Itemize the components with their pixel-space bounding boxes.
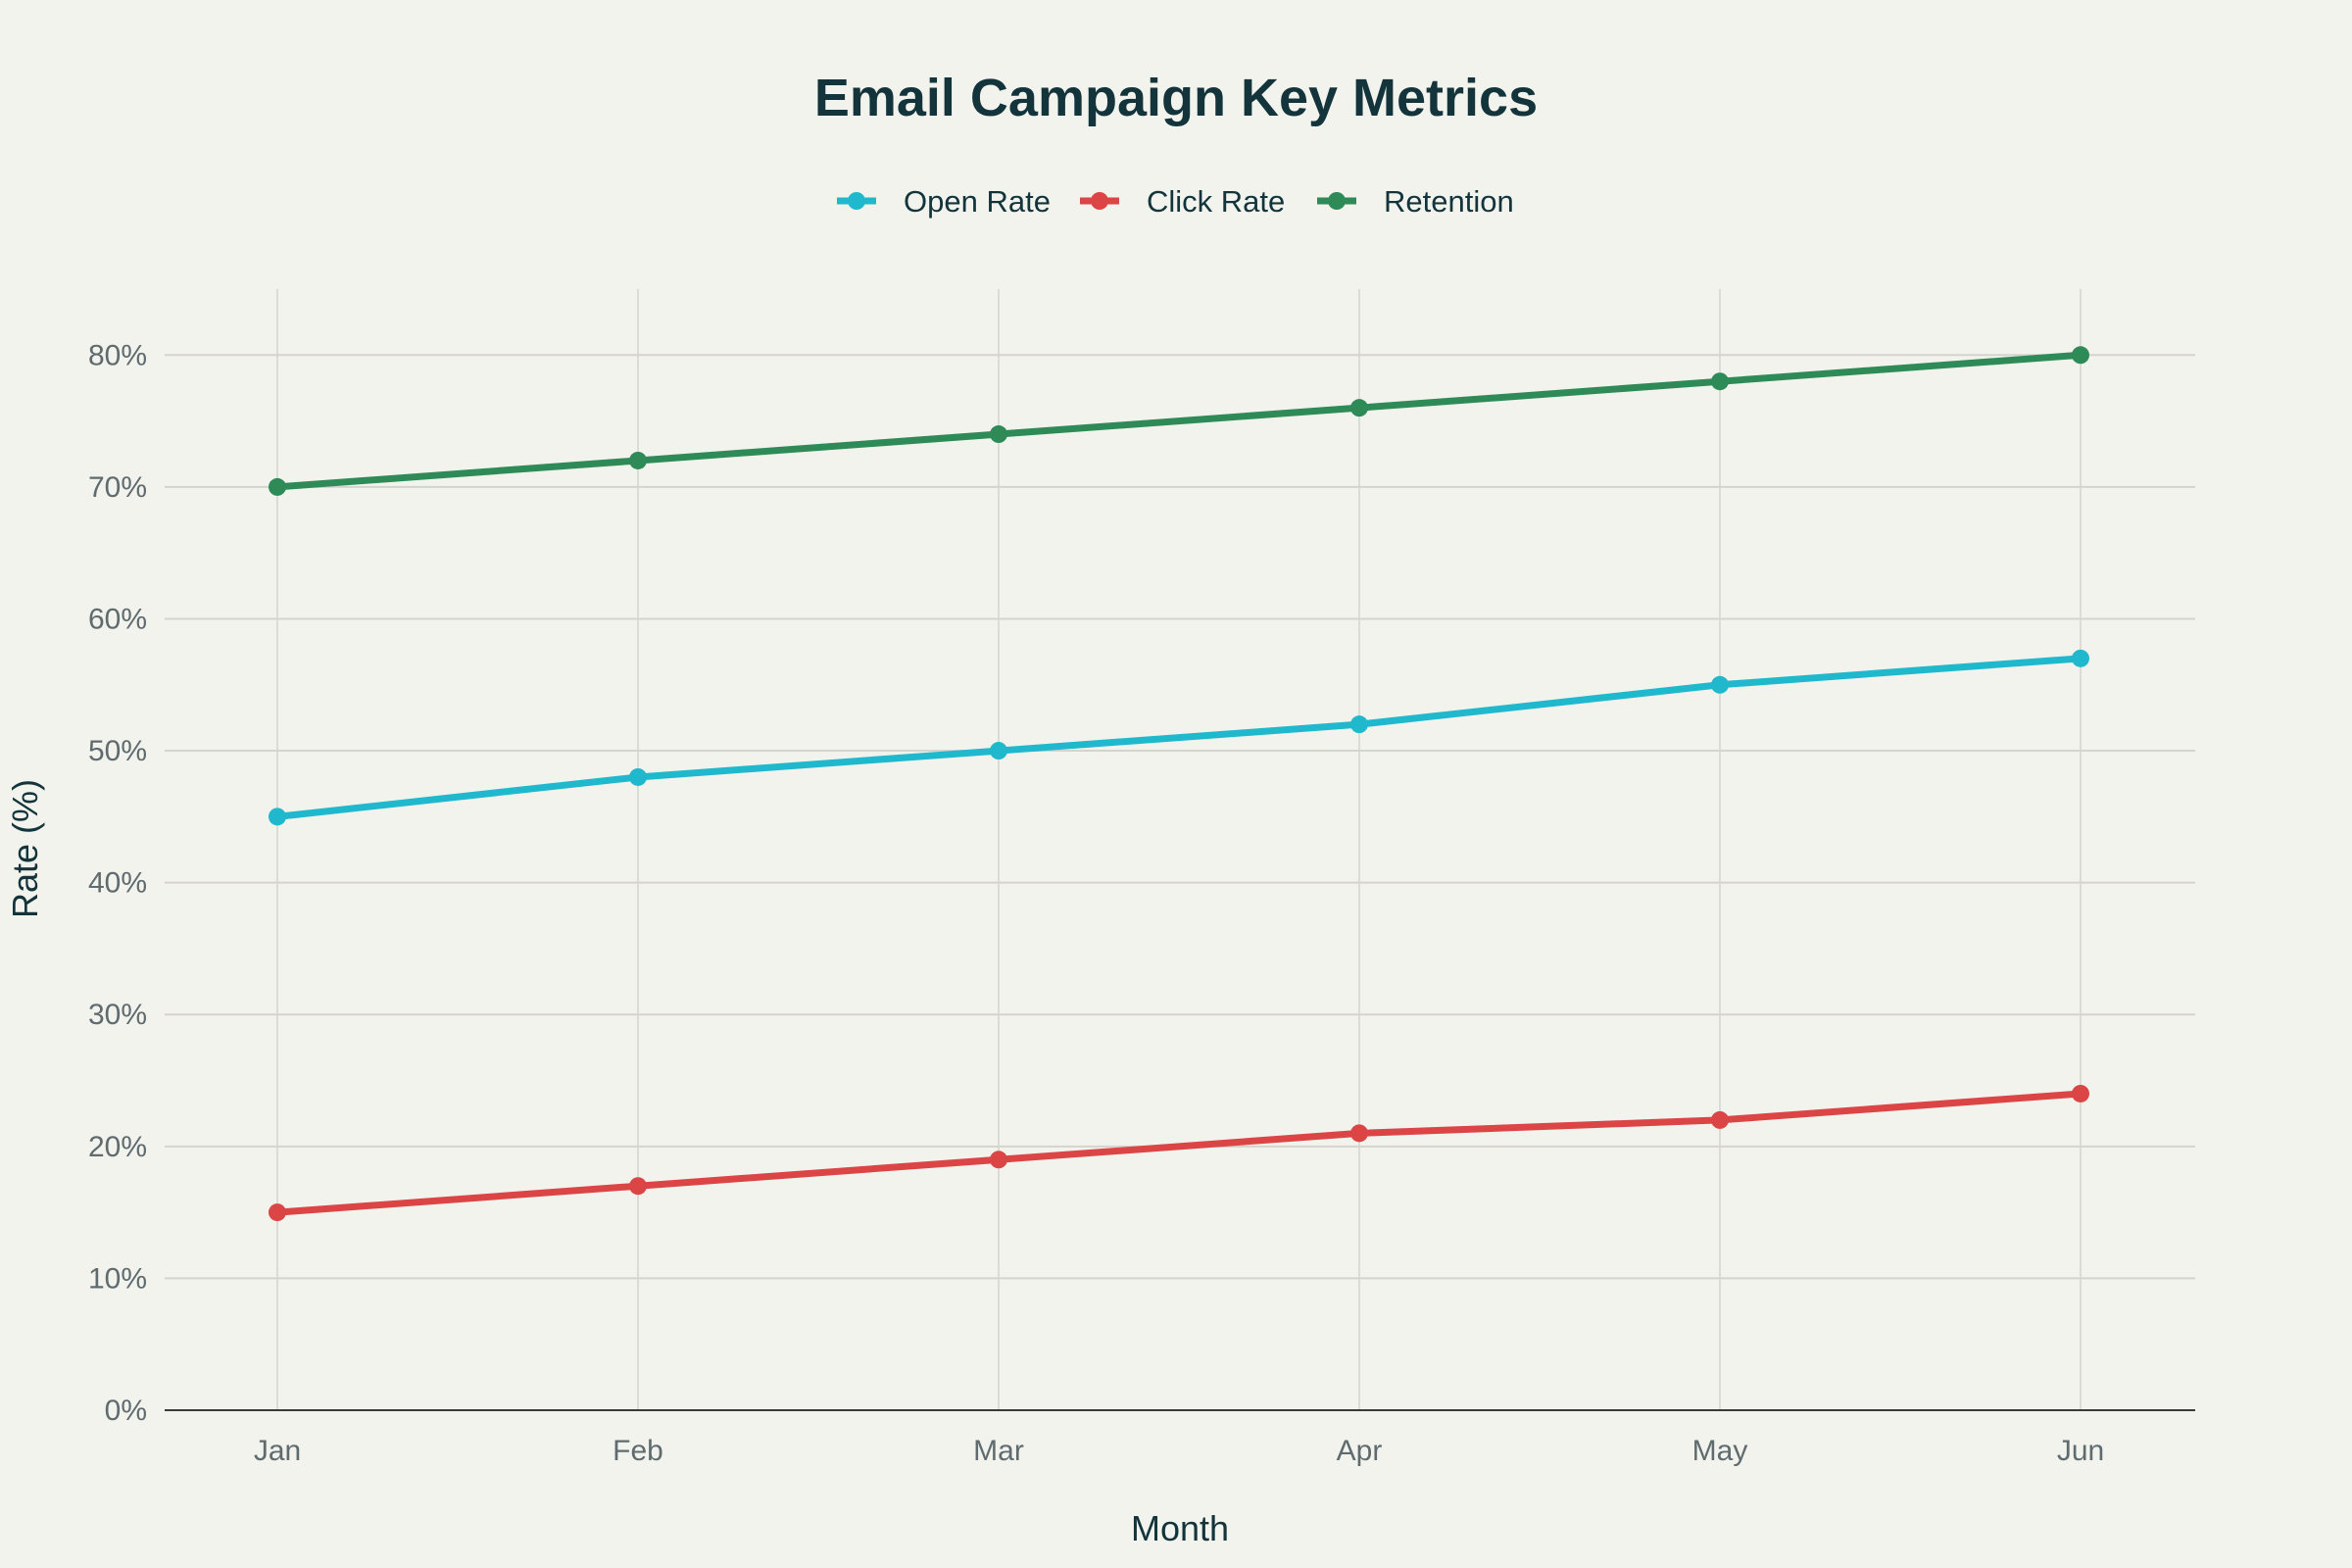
data-point bbox=[629, 1177, 647, 1196]
y-tick-label: 50% bbox=[88, 735, 147, 767]
data-point bbox=[990, 425, 1007, 444]
y-tick-label: 60% bbox=[88, 603, 147, 635]
y-axis-title: Rate (%) bbox=[5, 779, 45, 918]
series-group bbox=[269, 346, 2089, 1222]
series-line bbox=[276, 1090, 2082, 1216]
x-tick-label: Mar bbox=[973, 1435, 1024, 1467]
series-click-rate bbox=[269, 1084, 2089, 1222]
chart-title: Email Campaign Key Metrics bbox=[814, 69, 1538, 127]
legend-item: Open Rate bbox=[837, 184, 1051, 219]
series-line bbox=[276, 351, 2082, 491]
data-point bbox=[629, 767, 647, 786]
data-point bbox=[269, 477, 286, 496]
x-tick-label: Apr bbox=[1337, 1435, 1383, 1467]
legend-label: Retention bbox=[1384, 184, 1514, 219]
legend-label: Open Rate bbox=[904, 184, 1051, 219]
legend-label: Click Rate bbox=[1147, 184, 1285, 219]
data-point bbox=[990, 742, 1007, 760]
x-axis-ticks: Jan Feb Mar Apr May Jun bbox=[254, 1435, 2104, 1467]
data-point bbox=[2072, 346, 2089, 365]
grid bbox=[165, 289, 2195, 1410]
data-point bbox=[1350, 1124, 1368, 1143]
legend-swatch-marker bbox=[848, 192, 865, 210]
x-axis-title: Month bbox=[1131, 1508, 1229, 1548]
y-tick-label: 10% bbox=[88, 1262, 147, 1295]
legend: Open Rate Click Rate Retention bbox=[837, 184, 1514, 219]
data-point bbox=[1711, 1110, 1729, 1129]
data-point bbox=[269, 1203, 286, 1222]
series-retention bbox=[269, 346, 2089, 496]
data-point bbox=[2072, 649, 2089, 667]
series-line bbox=[276, 655, 2082, 820]
data-point bbox=[269, 808, 286, 826]
y-tick-label: 0% bbox=[105, 1395, 147, 1427]
data-point bbox=[1711, 675, 1729, 694]
series-open-rate bbox=[269, 649, 2089, 826]
y-tick-label: 80% bbox=[88, 339, 147, 371]
legend-item: Click Rate bbox=[1080, 184, 1285, 219]
y-tick-label: 70% bbox=[88, 471, 147, 504]
x-tick-label: Feb bbox=[612, 1435, 663, 1467]
x-tick-label: Jan bbox=[254, 1435, 301, 1467]
data-point bbox=[1350, 715, 1368, 734]
data-point bbox=[2072, 1084, 2089, 1102]
x-tick-label: Jun bbox=[2057, 1435, 2104, 1467]
data-point bbox=[990, 1151, 1007, 1169]
legend-item: Retention bbox=[1317, 184, 1514, 219]
data-point bbox=[629, 451, 647, 469]
y-tick-label: 20% bbox=[88, 1131, 147, 1163]
data-point bbox=[1711, 372, 1729, 391]
y-axis-ticks: 0% 10% 20% 30% 40% 50% 60% 70% 80% bbox=[88, 339, 147, 1427]
legend-swatch-marker bbox=[1091, 192, 1108, 210]
data-point bbox=[1350, 399, 1368, 417]
legend-swatch-marker bbox=[1328, 192, 1346, 210]
y-tick-label: 40% bbox=[88, 867, 147, 900]
x-tick-label: May bbox=[1692, 1435, 1748, 1467]
y-tick-label: 30% bbox=[88, 999, 147, 1031]
